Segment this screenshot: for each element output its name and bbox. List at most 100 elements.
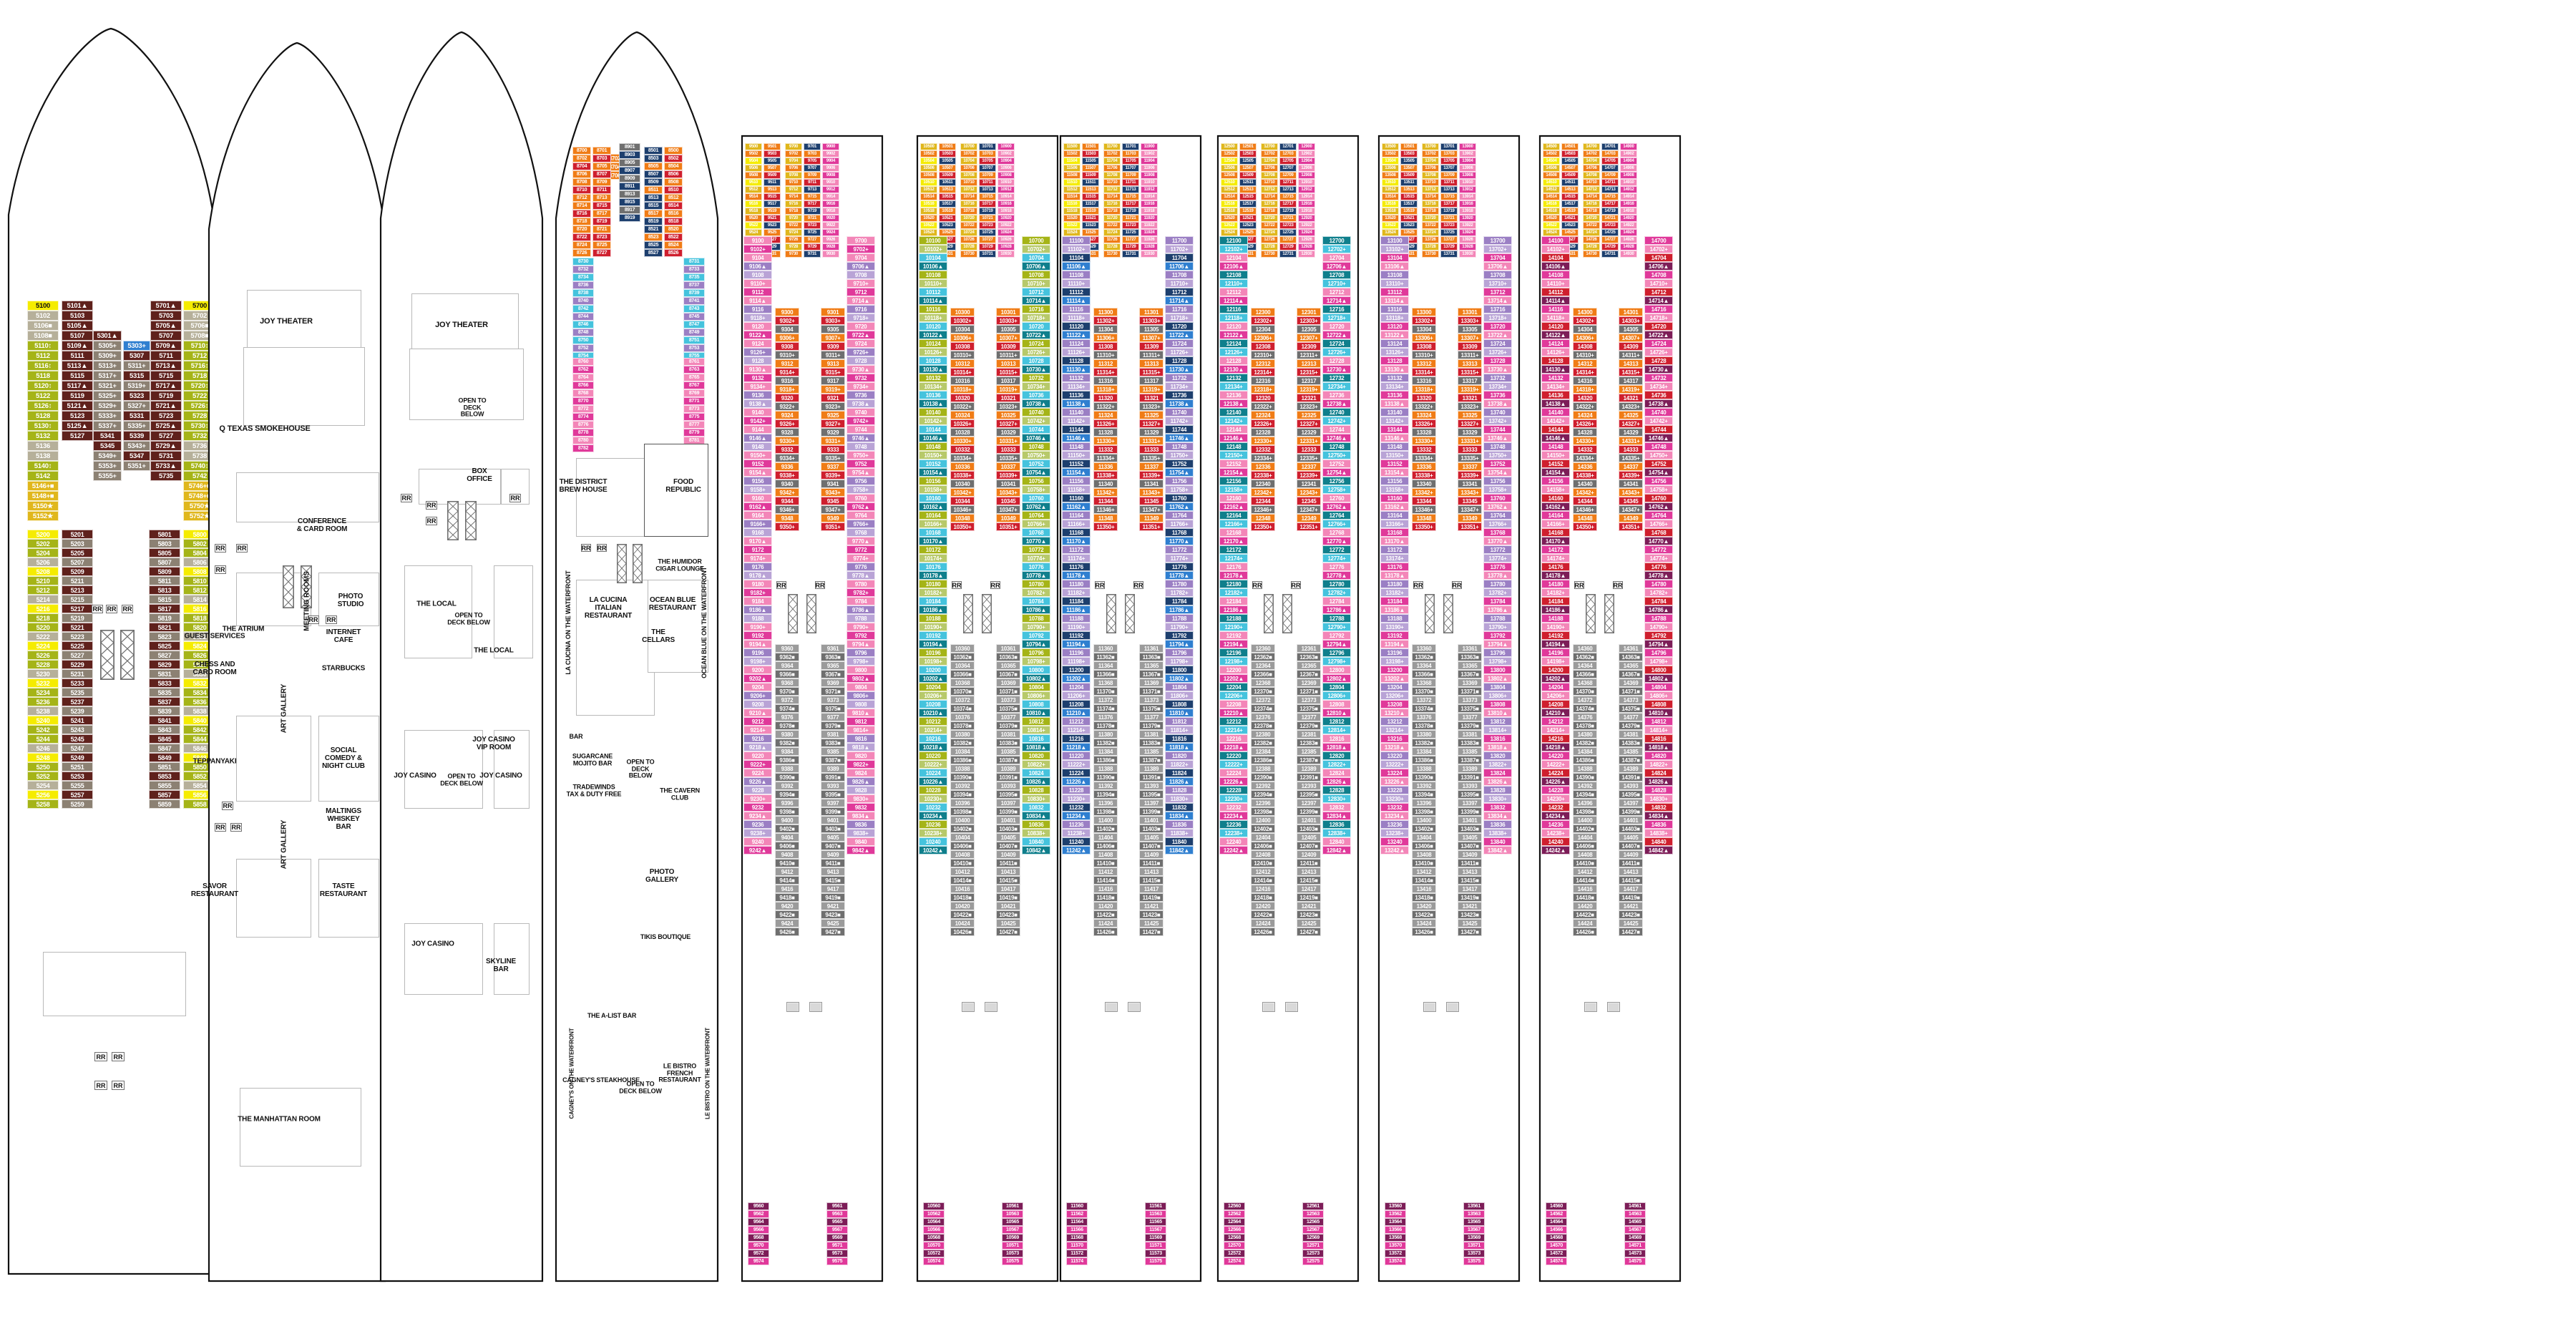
- cabin-cell[interactable]: 8734: [572, 273, 594, 281]
- cabin-cell[interactable]: 14828: [1644, 786, 1673, 794]
- cabin-cell[interactable]: 14516: [1543, 200, 1560, 208]
- cabin-cell[interactable]: 10344: [950, 497, 975, 505]
- cabin-cell[interactable]: 13702: [1422, 150, 1439, 157]
- cabin-cell[interactable]: 10520: [920, 215, 937, 222]
- cabin-cell[interactable]: 11379■: [1139, 721, 1163, 730]
- cabin-cell[interactable]: 9744: [847, 425, 875, 434]
- cabin-cell[interactable]: 8766: [572, 381, 594, 389]
- cabin-cell[interactable]: 11348: [1093, 514, 1118, 522]
- cabin-cell[interactable]: 5146+■: [27, 481, 59, 491]
- cabin-cell[interactable]: 10564: [923, 1218, 945, 1226]
- cabin-cell[interactable]: 11368: [1093, 678, 1118, 687]
- cabin-cell[interactable]: 13342+: [1412, 488, 1436, 497]
- cabin-cell[interactable]: 9702+: [847, 245, 875, 253]
- cabin-cell[interactable]: 11718: [1103, 208, 1121, 215]
- cabin-cell[interactable]: 12349: [1297, 514, 1321, 522]
- cabin-cell[interactable]: 10426■: [950, 928, 975, 936]
- cabin-cell[interactable]: 9156: [743, 477, 772, 485]
- cabin-cell[interactable]: 13168: [1380, 528, 1409, 537]
- cabin-cell[interactable]: 12774+: [1322, 554, 1351, 563]
- cabin-cell[interactable]: 13198+: [1380, 657, 1409, 666]
- cabin-cell[interactable]: 10409: [996, 850, 1020, 859]
- cabin-cell[interactable]: 14503: [1561, 150, 1579, 157]
- cabin-cell[interactable]: 9511: [763, 179, 781, 186]
- cabin-cell[interactable]: 10186▲: [919, 605, 947, 614]
- cabin-cell[interactable]: 10164: [919, 511, 947, 520]
- cabin-cell[interactable]: 12715: [1279, 193, 1297, 200]
- cabin-cell[interactable]: 9575: [826, 1257, 848, 1265]
- cabin-cell[interactable]: 11170▲: [1062, 537, 1091, 545]
- cabin-cell[interactable]: 10760: [1022, 494, 1050, 502]
- cabin-cell[interactable]: 14392: [1573, 782, 1597, 790]
- cabin-cell[interactable]: 13752: [1483, 459, 1512, 468]
- cabin-cell[interactable]: 14170▲: [1541, 537, 1570, 545]
- cabin-cell[interactable]: 14152: [1541, 459, 1570, 468]
- cabin-cell[interactable]: 9405: [821, 833, 845, 842]
- cabin-cell[interactable]: 9414■: [775, 876, 799, 885]
- cabin-cell[interactable]: 8500: [664, 147, 683, 155]
- cabin-cell[interactable]: 14566: [1546, 1226, 1567, 1234]
- cabin-cell[interactable]: 11418■: [1093, 893, 1118, 902]
- cabin-cell[interactable]: 13361: [1458, 644, 1482, 653]
- cabin-cell[interactable]: 11342+: [1093, 488, 1118, 497]
- cabin-cell[interactable]: 13382■: [1412, 739, 1436, 747]
- cabin-cell[interactable]: 14337: [1619, 462, 1643, 471]
- cabin-cell[interactable]: 13762▲: [1483, 502, 1512, 511]
- cabin-cell[interactable]: 13750+: [1483, 451, 1512, 459]
- cabin-cell[interactable]: 12128: [1219, 356, 1248, 365]
- cabin-cell[interactable]: 11319+: [1139, 385, 1163, 394]
- cabin-cell[interactable]: 13220: [1380, 751, 1409, 760]
- cabin-cell[interactable]: 11706▲: [1165, 262, 1194, 271]
- cabin-cell[interactable]: 11410■: [1093, 859, 1118, 867]
- cabin-cell[interactable]: 14409: [1619, 850, 1643, 859]
- cabin-cell[interactable]: 12166+: [1219, 520, 1248, 528]
- cabin-cell[interactable]: 10746▲: [1022, 434, 1050, 442]
- cabin-cell[interactable]: 5248: [27, 753, 59, 762]
- cabin-cell[interactable]: 8730: [572, 258, 594, 266]
- cabin-cell[interactable]: 11840: [1165, 837, 1194, 846]
- cabin-cell[interactable]: 14306+: [1573, 334, 1597, 342]
- cabin-cell[interactable]: 14914: [1620, 193, 1637, 200]
- cabin-cell[interactable]: 11796: [1165, 648, 1194, 657]
- cabin-cell[interactable]: 5719: [150, 391, 182, 401]
- cabin-cell[interactable]: 10345: [996, 497, 1020, 505]
- cabin-cell[interactable]: 10404: [950, 833, 975, 842]
- cabin-cell[interactable]: 12744: [1322, 425, 1351, 434]
- cabin-cell[interactable]: 12325: [1297, 411, 1321, 419]
- cabin-cell[interactable]: 13725: [1440, 229, 1458, 236]
- cabin-cell[interactable]: 10804: [1022, 683, 1050, 691]
- cabin-cell[interactable]: 12192: [1219, 631, 1248, 640]
- cabin-cell[interactable]: 9728: [847, 356, 875, 365]
- cabin-cell[interactable]: 5313+: [93, 361, 122, 371]
- cabin-cell[interactable]: 5727: [150, 431, 182, 441]
- cabin-cell[interactable]: 10148: [919, 442, 947, 451]
- cabin-cell[interactable]: 12363■: [1297, 653, 1321, 661]
- cabin-cell[interactable]: 13930: [1459, 250, 1476, 258]
- cabin-cell[interactable]: 9756: [847, 477, 875, 485]
- cabin-cell[interactable]: 11220: [1062, 751, 1091, 760]
- cabin-cell[interactable]: 14317: [1619, 376, 1643, 385]
- cabin-cell[interactable]: 13742+: [1483, 417, 1512, 425]
- cabin-cell[interactable]: 14705: [1601, 157, 1619, 165]
- cabin-cell[interactable]: 10312: [950, 359, 975, 368]
- cabin-cell[interactable]: 10311+: [996, 351, 1020, 359]
- cabin-cell[interactable]: 8718: [572, 218, 591, 225]
- cabin-cell[interactable]: 11766+: [1165, 520, 1194, 528]
- cabin-cell[interactable]: 10319+: [996, 385, 1020, 394]
- cabin-cell[interactable]: 11569: [1145, 1234, 1166, 1242]
- cabin-cell[interactable]: 9902: [822, 150, 839, 157]
- cabin-cell[interactable]: 10364: [950, 661, 975, 670]
- cabin-cell[interactable]: 13120: [1380, 322, 1409, 331]
- cabin-cell[interactable]: 14323+: [1619, 402, 1643, 411]
- cabin-cell[interactable]: 13140: [1380, 408, 1409, 417]
- cabin-cell[interactable]: 9232: [743, 803, 772, 812]
- cabin-cell[interactable]: 14224: [1541, 769, 1570, 777]
- cabin-cell[interactable]: 8709: [592, 178, 611, 186]
- cabin-cell[interactable]: 12560: [1224, 1202, 1245, 1210]
- cabin-cell[interactable]: 14734+: [1644, 382, 1673, 391]
- cabin-cell[interactable]: 11706: [1103, 165, 1121, 172]
- cabin-cell[interactable]: 10507: [939, 165, 956, 172]
- cabin-cell[interactable]: 14706: [1583, 165, 1600, 172]
- cabin-cell[interactable]: 11110+: [1062, 279, 1091, 288]
- cabin-cell[interactable]: 13377: [1458, 713, 1482, 721]
